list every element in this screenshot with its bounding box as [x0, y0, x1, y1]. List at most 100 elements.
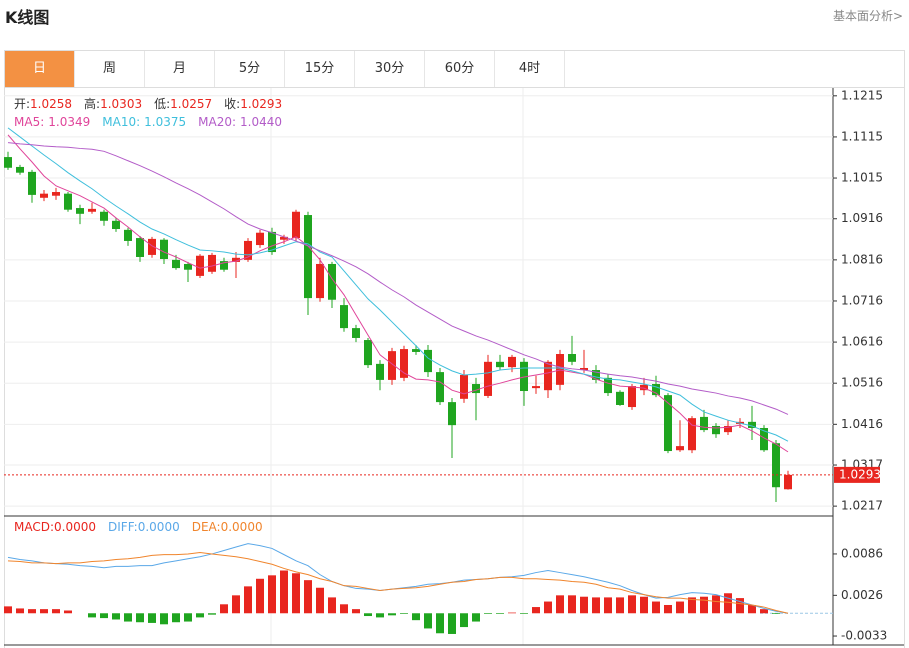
macd-bar [328, 597, 336, 614]
macd-bar [376, 613, 384, 618]
macd-bar [496, 613, 504, 614]
legend-value: 1.0349 [48, 115, 90, 129]
candle-body [460, 374, 468, 399]
candle-body [244, 240, 252, 260]
candle-body [340, 305, 348, 329]
candle-body [616, 391, 624, 405]
y-tick-label: 0.0026 [841, 588, 883, 602]
macd-bar [148, 613, 156, 623]
candle-body [448, 402, 456, 426]
legend-label: MA5: [14, 115, 44, 129]
candle-body [532, 386, 540, 389]
candle-body [712, 425, 720, 435]
candle-body [364, 340, 372, 366]
candle-body [604, 377, 612, 394]
candle-body [232, 257, 240, 262]
macd-bar [556, 595, 564, 614]
legend: MACD:0.0000 DIFF:0.0000 DEA:0.0000 [14, 520, 263, 534]
macd-bar [688, 597, 696, 614]
indicator-line [7, 543, 789, 614]
period-tab[interactable]: 5分 [215, 51, 285, 87]
candle-body [664, 395, 672, 452]
macd-bar [112, 613, 120, 620]
macd-bar [412, 613, 420, 621]
last-price-label: 1.0293 [839, 467, 881, 481]
period-tab[interactable]: 30分 [355, 51, 425, 87]
macd-bar [436, 613, 444, 634]
macd-bar [292, 573, 300, 614]
candle-body [16, 166, 24, 173]
macd-bar [52, 609, 60, 614]
macd-bar [268, 575, 276, 614]
candle-body [748, 421, 756, 429]
macd-bar [136, 613, 144, 623]
legend: 开:1.0258 高:1.0303 低:1.0257 收:1.0293 [14, 96, 282, 111]
candle-body [148, 238, 156, 255]
y-tick-label: 0.0086 [841, 546, 883, 560]
period-tab[interactable]: 60分 [425, 51, 495, 87]
macd-bar [484, 613, 492, 614]
candle-body [268, 231, 276, 253]
legend-value: 0.0000 [221, 520, 263, 534]
macd-bar [88, 613, 96, 618]
candle-body [580, 367, 588, 371]
candle-body [208, 254, 216, 272]
candle-body [412, 349, 420, 352]
candle-body [112, 220, 120, 230]
period-tabs: 日周月 5分 15分 30分 60分 4时 [5, 51, 565, 87]
period-tab[interactable]: 4时 [495, 51, 565, 87]
candle-body [172, 259, 180, 269]
macd-bar [16, 608, 24, 614]
candle-body [640, 384, 648, 391]
candle-body [280, 236, 288, 240]
macd-bar [256, 578, 264, 614]
macd-bar [772, 613, 780, 614]
y-tick-label: 1.1215 [841, 88, 883, 102]
candle-body [88, 208, 96, 212]
macd-bar [304, 580, 312, 614]
macd-bar [4, 606, 12, 614]
macd-bar [340, 604, 348, 614]
legend-label: MACD: [14, 520, 54, 534]
y-tick-label: 1.0416 [841, 417, 883, 431]
legend-label: DEA: [192, 520, 221, 534]
fundamentals-link[interactable]: 基本面分析> [832, 9, 903, 23]
candle-body [436, 372, 444, 403]
macd-bar [364, 613, 372, 617]
tab-divider [4, 87, 904, 88]
candle-body [676, 446, 684, 451]
candle-body [520, 361, 528, 392]
period-tab[interactable]: 日 [5, 51, 75, 87]
macd-bar [760, 609, 768, 614]
period-tab[interactable]: 15分 [285, 51, 355, 87]
macd-bar [592, 597, 600, 614]
macd-bar [352, 609, 360, 614]
period-tab[interactable]: 月 [145, 51, 215, 87]
macd-bar [208, 613, 216, 615]
period-tab[interactable]: 周 [75, 51, 145, 87]
candle-body [388, 351, 396, 380]
candle-body [304, 215, 312, 299]
candle-body [76, 208, 84, 214]
candle-body [472, 384, 480, 394]
candle-body [316, 263, 324, 299]
candle-body [652, 384, 660, 396]
legend-label: 高: [84, 96, 100, 111]
macd-bar [676, 601, 684, 614]
macd-bar [280, 570, 288, 614]
macd-bar [580, 596, 588, 614]
indicator-line [7, 552, 789, 614]
legend-value: 1.0293 [240, 97, 282, 111]
macd-bar [652, 601, 660, 614]
macd-bar [604, 597, 612, 614]
macd-bar [28, 609, 36, 614]
candle-body [760, 428, 768, 451]
legend-label: 收: [224, 97, 240, 111]
candle-body [484, 361, 492, 396]
candle-body [196, 255, 204, 276]
macd-bar [532, 607, 540, 614]
candle-body [160, 239, 168, 260]
candle-body [772, 443, 780, 488]
candle-body [352, 328, 360, 338]
legend-label: MA20: [198, 115, 236, 129]
